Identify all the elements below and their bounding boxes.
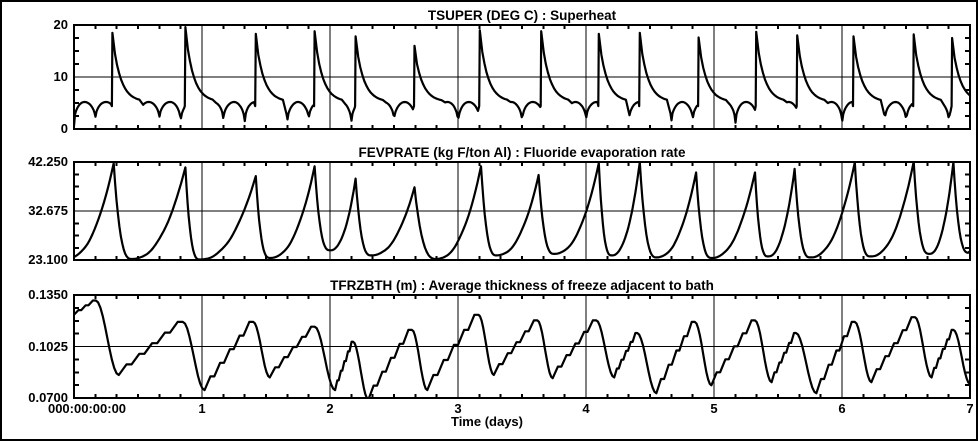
panel1-title: TSUPER (DEG C) : Superheat: [427, 8, 617, 23]
x-tick-label: 3: [454, 401, 462, 416]
x-tick-label: 5: [710, 401, 718, 416]
x-axis-title: Time (days): [450, 414, 523, 429]
y-tick-label: 42.250: [28, 154, 68, 169]
y-tick-label: 0.1350: [28, 287, 68, 302]
x-tick-label: 2: [326, 401, 334, 416]
y-tick-label: 0.1025: [28, 339, 68, 354]
y-tick-label: 0: [60, 121, 68, 136]
x-tick-label: 6: [838, 401, 846, 416]
y-tick-label: 0.0700: [28, 390, 68, 405]
y-tick-label: 20: [53, 17, 68, 32]
panel2-title: FEVPRATE (kg F/ton Al) : Fluoride evapor…: [358, 145, 686, 160]
x-origin-label: 000:00:00:00: [47, 401, 127, 416]
y-tick-label: 23.100: [28, 252, 68, 267]
x-tick-label: 4: [582, 401, 590, 416]
y-tick-label: 32.675: [28, 203, 68, 218]
panel3-title: TFRZBTH (m) : Average thickness of freez…: [330, 278, 714, 293]
x-tick-label: 7: [966, 401, 974, 416]
y-tick-label: 10: [53, 69, 68, 84]
x-tick-label: 1: [198, 401, 206, 416]
